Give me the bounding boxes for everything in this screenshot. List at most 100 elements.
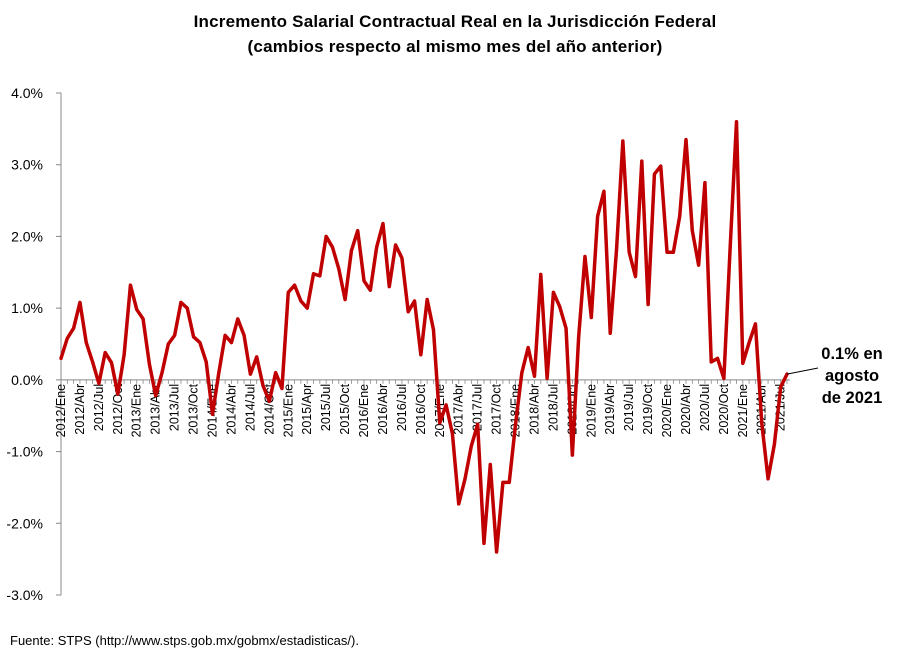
data-point <box>438 421 442 425</box>
y-tick-label: 0.0% <box>11 372 43 388</box>
data-point <box>305 306 309 310</box>
x-tick-label: 2020/Ene <box>660 384 674 438</box>
data-point <box>633 275 637 279</box>
data-point <box>318 274 322 278</box>
data-point <box>589 315 593 319</box>
data-point <box>577 335 581 339</box>
data-point <box>135 308 139 312</box>
data-point <box>690 229 694 233</box>
annotation-line-2: agosto <box>824 367 880 385</box>
data-point <box>760 421 764 425</box>
source-note: Fuente: STPS (http://www.stps.gob.mx/gob… <box>10 633 359 648</box>
x-tick-label: 2018/Jul <box>546 384 560 431</box>
data-point <box>173 333 177 337</box>
data-point <box>166 342 170 346</box>
data-point <box>539 272 543 276</box>
y-tick-label: -1.0% <box>6 444 43 460</box>
data-point <box>627 250 631 254</box>
data-point <box>394 243 398 247</box>
x-tick-label: 2016/Ene <box>357 384 371 438</box>
x-tick-label: 2019/Jul <box>622 384 636 431</box>
data-point <box>558 305 562 309</box>
data-point <box>154 394 158 398</box>
data-point <box>766 477 770 481</box>
data-point <box>65 336 69 340</box>
x-tick-label: 2014/Jul <box>243 384 257 431</box>
data-point <box>261 384 265 388</box>
series-line <box>59 119 789 554</box>
chart-title: Incremento Salarial Contractual Real en … <box>193 12 717 31</box>
data-point <box>248 372 252 376</box>
x-tick-label: 2021/Ene <box>736 384 750 438</box>
data-point <box>236 317 240 321</box>
x-tick-label: 2012/Jul <box>92 384 106 431</box>
data-point <box>665 250 669 254</box>
data-point <box>400 256 404 260</box>
data-point <box>59 356 63 360</box>
data-point <box>255 355 259 359</box>
x-tick-label: 2019/Ene <box>584 384 598 438</box>
x-tick-label: 2017/Abr <box>452 384 466 435</box>
data-point <box>697 263 701 267</box>
annotation-callout: 0.1% en agosto de 2021 <box>805 343 899 409</box>
x-tick-label: 2018/Abr <box>527 384 541 435</box>
data-point <box>507 480 511 484</box>
data-point <box>78 300 82 304</box>
data-point <box>615 247 619 251</box>
data-point <box>343 298 347 302</box>
x-tick-label: 2015/Jul <box>319 384 333 431</box>
data-point <box>217 371 221 375</box>
x-tick-label: 2015/Apr <box>300 384 314 435</box>
data-point <box>147 362 151 366</box>
data-point <box>91 360 95 364</box>
data-point <box>312 272 316 276</box>
data-point <box>198 341 202 345</box>
data-point <box>608 331 612 335</box>
x-tick-label: 2019/Oct <box>641 383 655 434</box>
data-point <box>337 267 341 271</box>
x-tick-label: 2013/Jul <box>168 384 182 431</box>
data-point <box>570 453 574 457</box>
data-point <box>267 399 271 403</box>
x-tick-label: 2015/Oct <box>338 383 352 434</box>
data-point <box>97 381 101 385</box>
data-point <box>110 361 114 365</box>
data-point <box>779 385 783 389</box>
x-tick-label: 2020/Jul <box>698 384 712 431</box>
data-point <box>299 299 303 303</box>
data-point <box>375 245 379 249</box>
data-point <box>141 317 145 321</box>
data-point <box>734 120 738 124</box>
data-point <box>293 283 297 287</box>
data-point <box>532 374 536 378</box>
data-point <box>223 333 227 337</box>
x-tick-label: 2017/Jul <box>471 384 485 431</box>
data-point <box>406 310 410 314</box>
data-point <box>72 326 76 330</box>
y-tick-label: 2.0% <box>11 228 43 244</box>
data-point <box>280 386 284 390</box>
data-point <box>551 290 555 294</box>
data-point <box>583 255 587 259</box>
y-tick-label: 3.0% <box>11 157 43 173</box>
x-tick-label: 2017/Oct <box>490 383 504 434</box>
data-point <box>652 172 656 176</box>
data-point <box>501 480 505 484</box>
data-point <box>356 229 360 233</box>
data-point <box>514 422 518 426</box>
data-point <box>122 353 126 357</box>
x-tick-label: 2015/Ene <box>281 384 295 438</box>
data-point <box>274 371 278 375</box>
data-point <box>716 356 720 360</box>
x-tick-label: 2019/Abr <box>603 384 617 435</box>
data-point <box>671 250 675 254</box>
annotation-line-3: de 2021 <box>821 389 883 407</box>
data-point <box>444 403 448 407</box>
data-point <box>450 432 454 436</box>
data-point <box>640 159 644 163</box>
data-point <box>324 234 328 238</box>
x-tick-label: 2013/Abr <box>149 384 163 435</box>
data-point <box>425 298 429 302</box>
data-point <box>192 335 196 339</box>
